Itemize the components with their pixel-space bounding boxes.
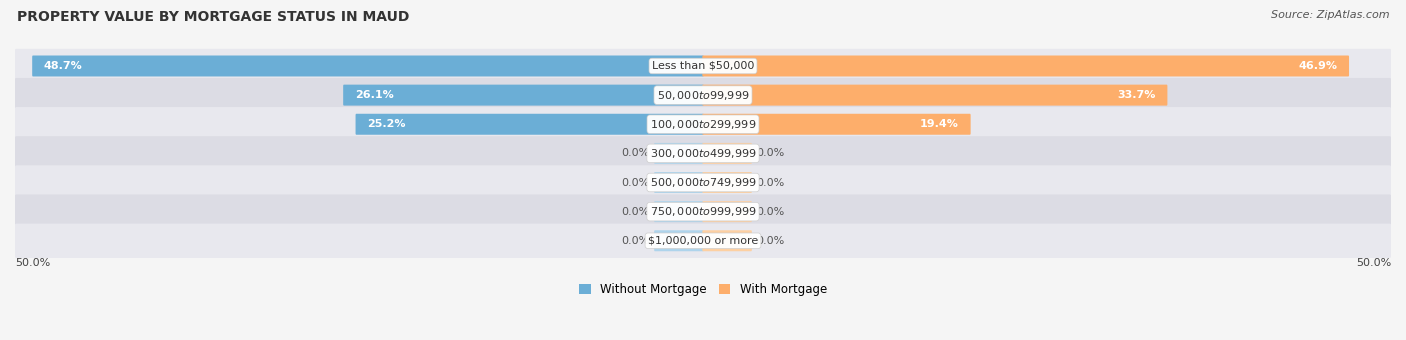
FancyBboxPatch shape bbox=[14, 78, 1392, 112]
Text: 48.7%: 48.7% bbox=[44, 61, 83, 71]
FancyBboxPatch shape bbox=[14, 107, 1392, 141]
Text: $750,000 to $999,999: $750,000 to $999,999 bbox=[650, 205, 756, 218]
Text: 26.1%: 26.1% bbox=[354, 90, 394, 100]
FancyBboxPatch shape bbox=[14, 224, 1392, 258]
FancyBboxPatch shape bbox=[14, 136, 1392, 171]
FancyBboxPatch shape bbox=[356, 114, 703, 135]
FancyBboxPatch shape bbox=[703, 201, 752, 222]
Legend: Without Mortgage, With Mortgage: Without Mortgage, With Mortgage bbox=[574, 278, 832, 301]
Text: $300,000 to $499,999: $300,000 to $499,999 bbox=[650, 147, 756, 160]
Text: 33.7%: 33.7% bbox=[1118, 90, 1156, 100]
FancyBboxPatch shape bbox=[14, 194, 1392, 229]
FancyBboxPatch shape bbox=[654, 201, 703, 222]
FancyBboxPatch shape bbox=[14, 165, 1392, 200]
FancyBboxPatch shape bbox=[343, 85, 703, 106]
Text: 0.0%: 0.0% bbox=[621, 236, 650, 246]
Text: 0.0%: 0.0% bbox=[621, 207, 650, 217]
Text: PROPERTY VALUE BY MORTGAGE STATUS IN MAUD: PROPERTY VALUE BY MORTGAGE STATUS IN MAU… bbox=[17, 10, 409, 24]
Text: 50.0%: 50.0% bbox=[15, 258, 51, 268]
Text: $100,000 to $299,999: $100,000 to $299,999 bbox=[650, 118, 756, 131]
Text: 25.2%: 25.2% bbox=[367, 119, 406, 129]
Text: $50,000 to $99,999: $50,000 to $99,999 bbox=[657, 89, 749, 102]
FancyBboxPatch shape bbox=[32, 55, 703, 76]
FancyBboxPatch shape bbox=[703, 55, 1348, 76]
Text: 0.0%: 0.0% bbox=[756, 207, 785, 217]
Text: 0.0%: 0.0% bbox=[621, 177, 650, 188]
Text: Less than $50,000: Less than $50,000 bbox=[652, 61, 754, 71]
FancyBboxPatch shape bbox=[654, 172, 703, 193]
Text: 0.0%: 0.0% bbox=[756, 236, 785, 246]
Text: 0.0%: 0.0% bbox=[756, 148, 785, 158]
FancyBboxPatch shape bbox=[654, 230, 703, 251]
FancyBboxPatch shape bbox=[703, 172, 752, 193]
Text: $500,000 to $749,999: $500,000 to $749,999 bbox=[650, 176, 756, 189]
Text: 0.0%: 0.0% bbox=[756, 177, 785, 188]
Text: 0.0%: 0.0% bbox=[621, 148, 650, 158]
Text: 19.4%: 19.4% bbox=[920, 119, 959, 129]
Text: 46.9%: 46.9% bbox=[1298, 61, 1337, 71]
FancyBboxPatch shape bbox=[703, 85, 1167, 106]
Text: Source: ZipAtlas.com: Source: ZipAtlas.com bbox=[1271, 10, 1389, 20]
FancyBboxPatch shape bbox=[703, 230, 752, 251]
FancyBboxPatch shape bbox=[703, 114, 970, 135]
Text: 50.0%: 50.0% bbox=[1355, 258, 1391, 268]
FancyBboxPatch shape bbox=[654, 143, 703, 164]
FancyBboxPatch shape bbox=[703, 143, 752, 164]
Text: $1,000,000 or more: $1,000,000 or more bbox=[648, 236, 758, 246]
FancyBboxPatch shape bbox=[14, 49, 1392, 83]
